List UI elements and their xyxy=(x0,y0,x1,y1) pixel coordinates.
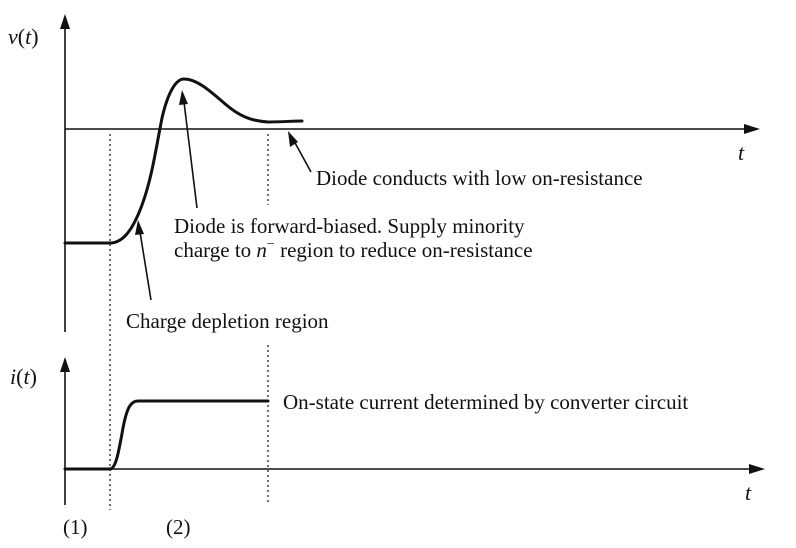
voltage-axis-label-open-paren: ( xyxy=(18,24,25,49)
current-axis-label-variable: t xyxy=(23,364,30,389)
leader-forward-biased xyxy=(183,101,198,209)
interval-label-2: (2) xyxy=(166,515,191,539)
leader-depletion-arrowhead xyxy=(135,220,144,235)
annotation-forward-biased-line2: charge to n− region to reduce on-resista… xyxy=(174,237,533,262)
time-axis-label-top: t xyxy=(738,140,745,165)
voltage-y-axis-arrowhead xyxy=(60,14,70,29)
voltage-axis-label-symbol: v xyxy=(8,24,18,49)
forward-biased-line2-start: charge to xyxy=(174,238,256,262)
current-axis-label: i(t) xyxy=(10,364,37,389)
current-axis-label-close-paren: ) xyxy=(30,364,37,389)
interval-label-1: (1) xyxy=(63,515,88,539)
forward-biased-line2-end: region to reduce on-resistance xyxy=(275,238,533,262)
leader-low-on-resistance xyxy=(293,140,312,173)
n-region-superscript: − xyxy=(267,237,275,252)
leader-forward-biased-arrowhead xyxy=(179,90,188,105)
leader-depletion xyxy=(139,231,152,301)
voltage-axis-label: v(t) xyxy=(8,24,39,49)
voltage-time-axis-arrowhead xyxy=(744,124,760,134)
annotation-low-on-resistance: Diode conducts with low on-resistance xyxy=(316,166,643,190)
current-axis-label-open-paren: ( xyxy=(16,364,23,389)
n-region-symbol: n xyxy=(256,238,267,262)
leader-low-on-resistance-arrowhead xyxy=(288,131,298,147)
current-y-axis-arrowhead xyxy=(60,357,70,372)
current-axis-label-symbol: i xyxy=(10,364,16,389)
voltage-axis-label-close-paren: ) xyxy=(31,24,38,49)
time-axis-label-bottom: t xyxy=(745,480,752,505)
annotation-on-state-current: On-state current determined by converter… xyxy=(283,390,688,414)
voltage-waveform xyxy=(63,77,304,245)
current-waveform xyxy=(63,399,270,471)
voltage-axis-label-variable: t xyxy=(25,24,32,49)
current-time-axis-arrowhead xyxy=(749,464,765,474)
annotation-depletion: Charge depletion region xyxy=(126,309,329,333)
annotation-forward-biased-line1: Diode is forward-biased. Supply minority xyxy=(174,214,525,238)
